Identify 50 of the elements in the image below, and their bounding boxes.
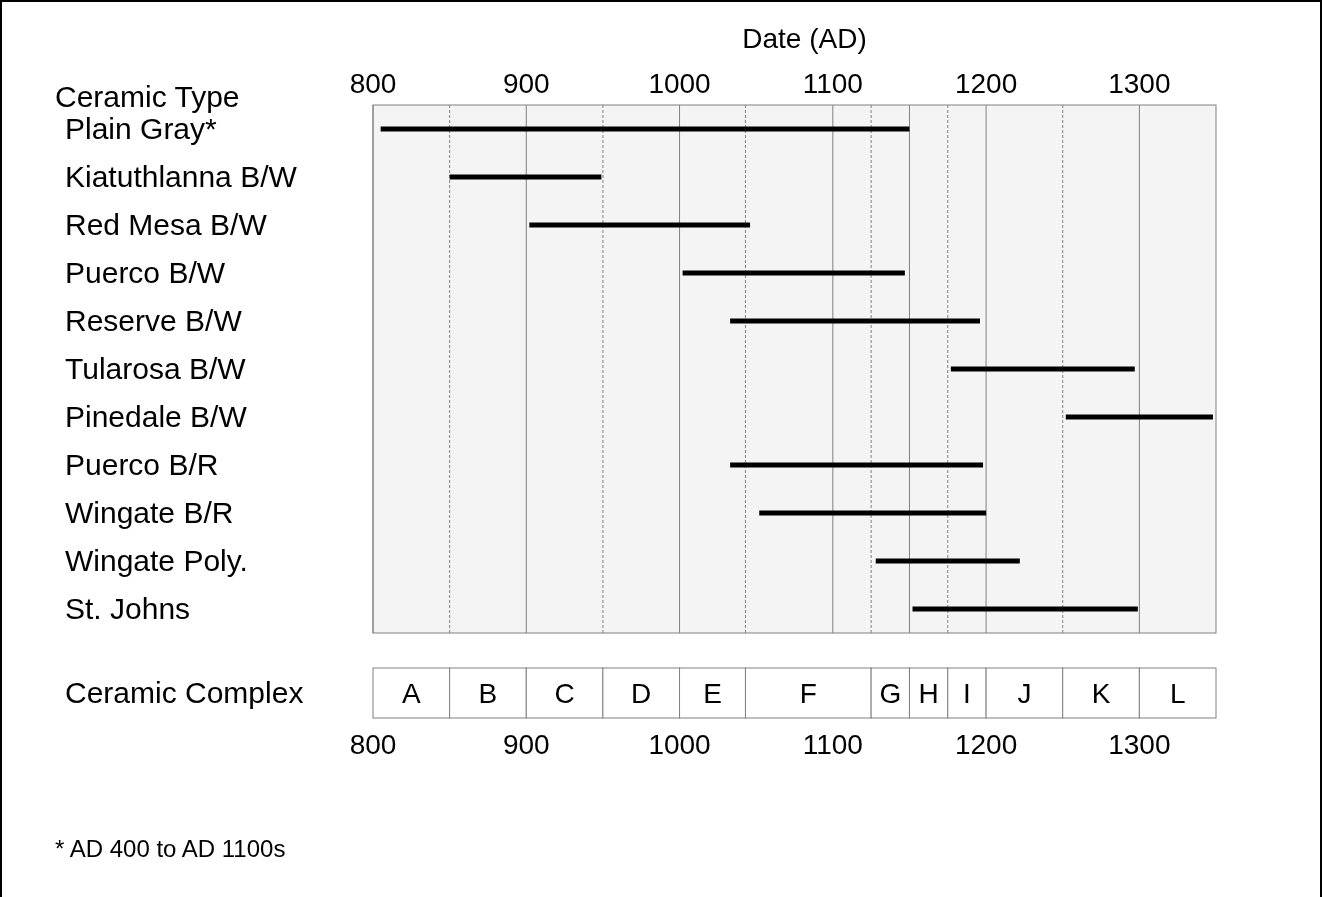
y-tick-label: Kiatuthlanna B/W [65, 160, 298, 193]
band-label: D [631, 678, 652, 709]
bar [682, 270, 905, 276]
band-label: C [554, 678, 575, 709]
x2-axis-title: Date (AD) [742, 23, 867, 54]
x-tick-label: 800 [349, 68, 397, 99]
band-label: J [1017, 678, 1032, 709]
x-tick-label: 1000 [648, 68, 711, 99]
bar [730, 462, 984, 468]
x-tick-label: 1200 [954, 68, 1018, 99]
bar [950, 366, 1135, 372]
bar [730, 318, 980, 324]
y-axis-title: Ceramic Type [55, 80, 240, 113]
y-tick-label: Wingate B/R [65, 496, 234, 529]
band-label: L [1169, 678, 1186, 709]
band-label: F [799, 678, 817, 709]
y-tick-label: Red Mesa B/W [65, 208, 268, 241]
y-tick-label: Tularosa B/W [65, 352, 247, 385]
y-tick-label: Puerco B/W [65, 256, 226, 289]
bar [912, 606, 1138, 612]
y-tick-label: Pinedale B/W [65, 400, 248, 433]
bar [1065, 414, 1213, 420]
y-tick-label: Reserve B/W [65, 304, 243, 337]
band-label: H [918, 678, 939, 709]
y-tick-label: Puerco B/R [65, 448, 219, 481]
text: Ceramic Complex [65, 676, 304, 709]
text: * AD 400 to AD 1100s [55, 835, 286, 862]
x2-tick-label: 1100 [802, 729, 863, 760]
band-label: I [963, 678, 971, 709]
band-label: E [703, 678, 722, 709]
x2-tick-label: 800 [349, 729, 397, 760]
bar [875, 558, 1020, 564]
x-tick-label: 1300 [1108, 68, 1171, 99]
bar [380, 126, 910, 132]
x2-tick-label: 1300 [1108, 729, 1171, 760]
band-label: K [1091, 678, 1111, 709]
y-tick-label: St. Johns [65, 592, 191, 625]
x2-tick-label: 1000 [648, 729, 711, 760]
x-tick-label: 900 [502, 68, 550, 99]
band-label: B [478, 678, 498, 709]
x-tick-label: 1100 [802, 68, 863, 99]
x2-tick-label: 1200 [954, 729, 1018, 760]
x2-tick-label: 900 [502, 729, 550, 760]
bar [449, 174, 602, 180]
bar [759, 510, 987, 516]
y-tick-label: Wingate Poly. [65, 544, 248, 577]
band-label: G [879, 678, 902, 709]
y-tick-label: Plain Gray* [65, 112, 218, 145]
band-label: A [401, 678, 421, 709]
bar [529, 222, 751, 228]
